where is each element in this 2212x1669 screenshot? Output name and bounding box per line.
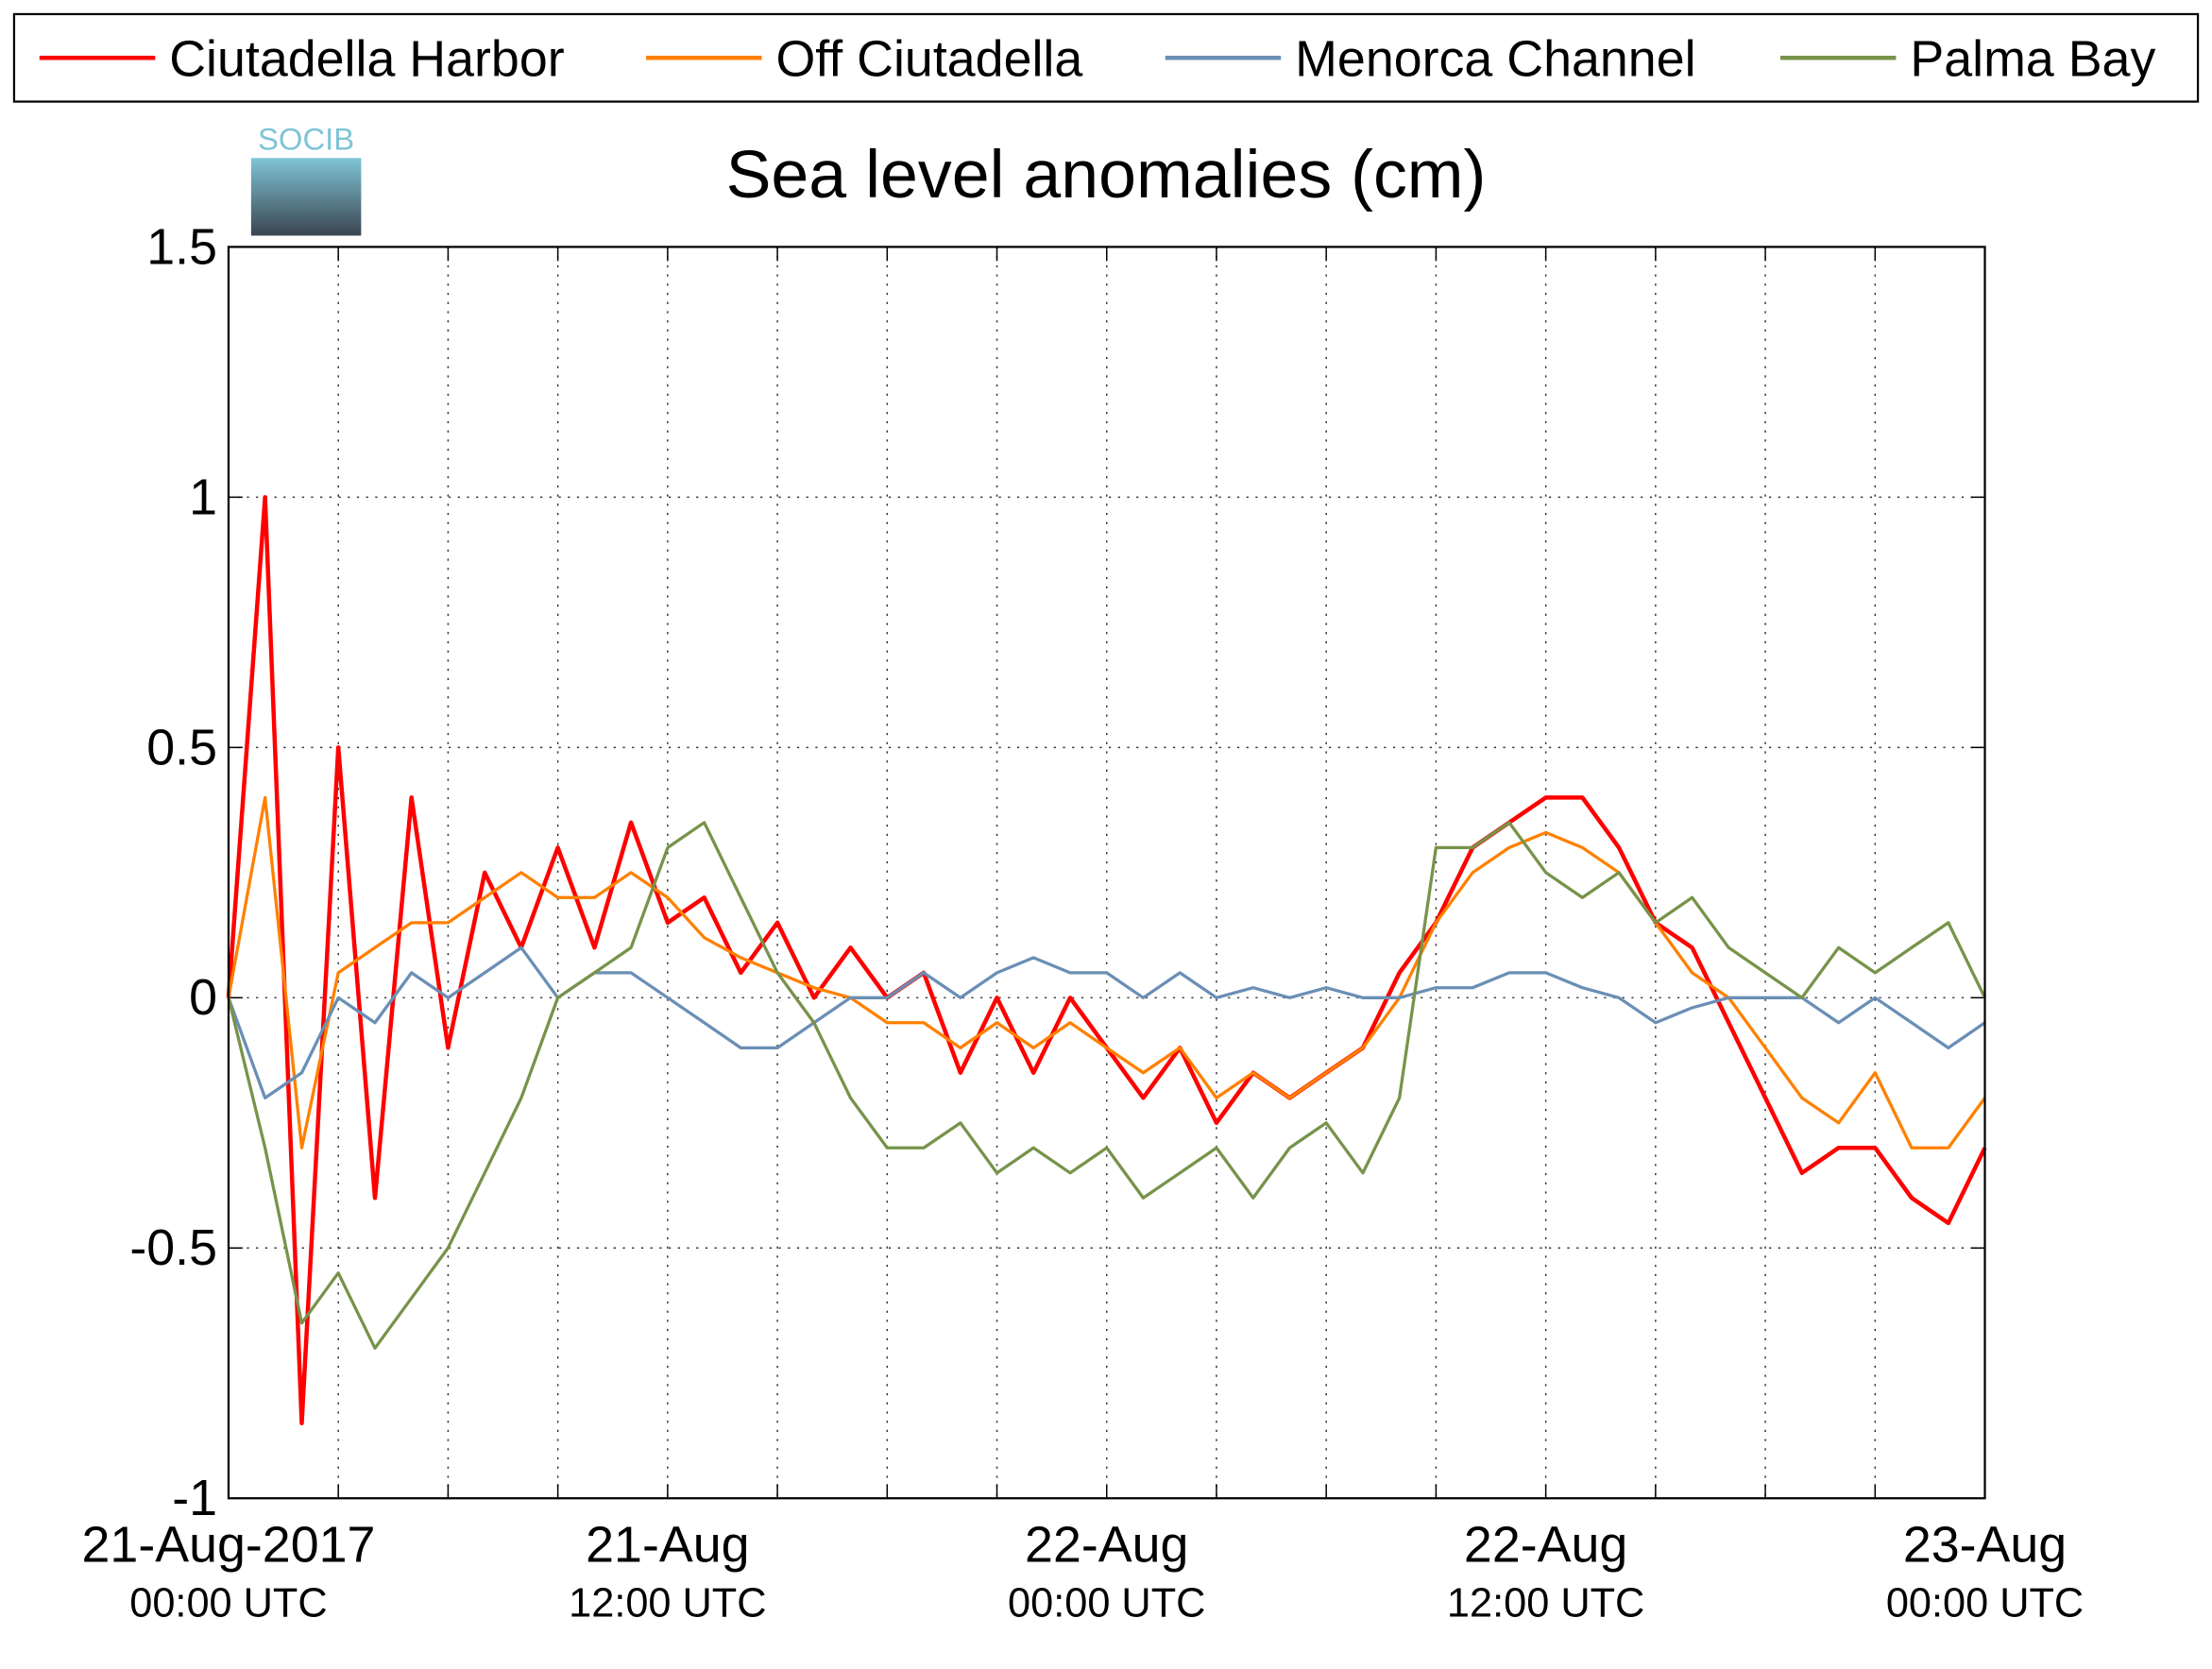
x-tick-label: 23-Aug <box>1903 1516 2067 1573</box>
legend-label: Menorca Channel <box>1295 31 1695 88</box>
series-line <box>227 821 1987 1350</box>
y-tick-label: -1 <box>172 1470 217 1526</box>
x-tick-sublabel: 12:00 UTC <box>1447 1581 1644 1626</box>
series-line <box>227 795 1986 1150</box>
x-tick-label: 21-Aug-2017 <box>82 1516 376 1573</box>
x-tick-sublabel: 00:00 UTC <box>1886 1581 2084 1626</box>
logo-text: SOCIB <box>258 121 354 156</box>
logo-image <box>250 158 362 236</box>
x-tick-label: 22-Aug <box>1025 1516 1188 1573</box>
x-tick-sublabel: 00:00 UTC <box>129 1581 327 1626</box>
x-tick-label: 21-Aug <box>586 1516 749 1573</box>
x-tick-sublabel: 00:00 UTC <box>1008 1581 1205 1626</box>
y-tick-label: 1.5 <box>146 218 217 275</box>
legend-label: Ciutadella Harbor <box>169 31 564 88</box>
y-tick-label: 0 <box>189 969 217 1026</box>
legend-label: Palma Bay <box>1910 31 2155 88</box>
plot-frame <box>227 246 1986 1500</box>
chart-title: Sea level anomalies (cm) <box>726 137 1487 213</box>
series-line <box>227 945 1986 1100</box>
x-tick-label: 22-Aug <box>1464 1516 1627 1573</box>
x-tick-sublabel: 12:00 UTC <box>569 1581 766 1626</box>
legend-label: Off Ciutadella <box>775 31 1082 88</box>
y-tick-label: 1 <box>189 468 217 525</box>
y-tick-label: 0.5 <box>146 719 217 775</box>
y-tick-label: -0.5 <box>129 1219 217 1276</box>
